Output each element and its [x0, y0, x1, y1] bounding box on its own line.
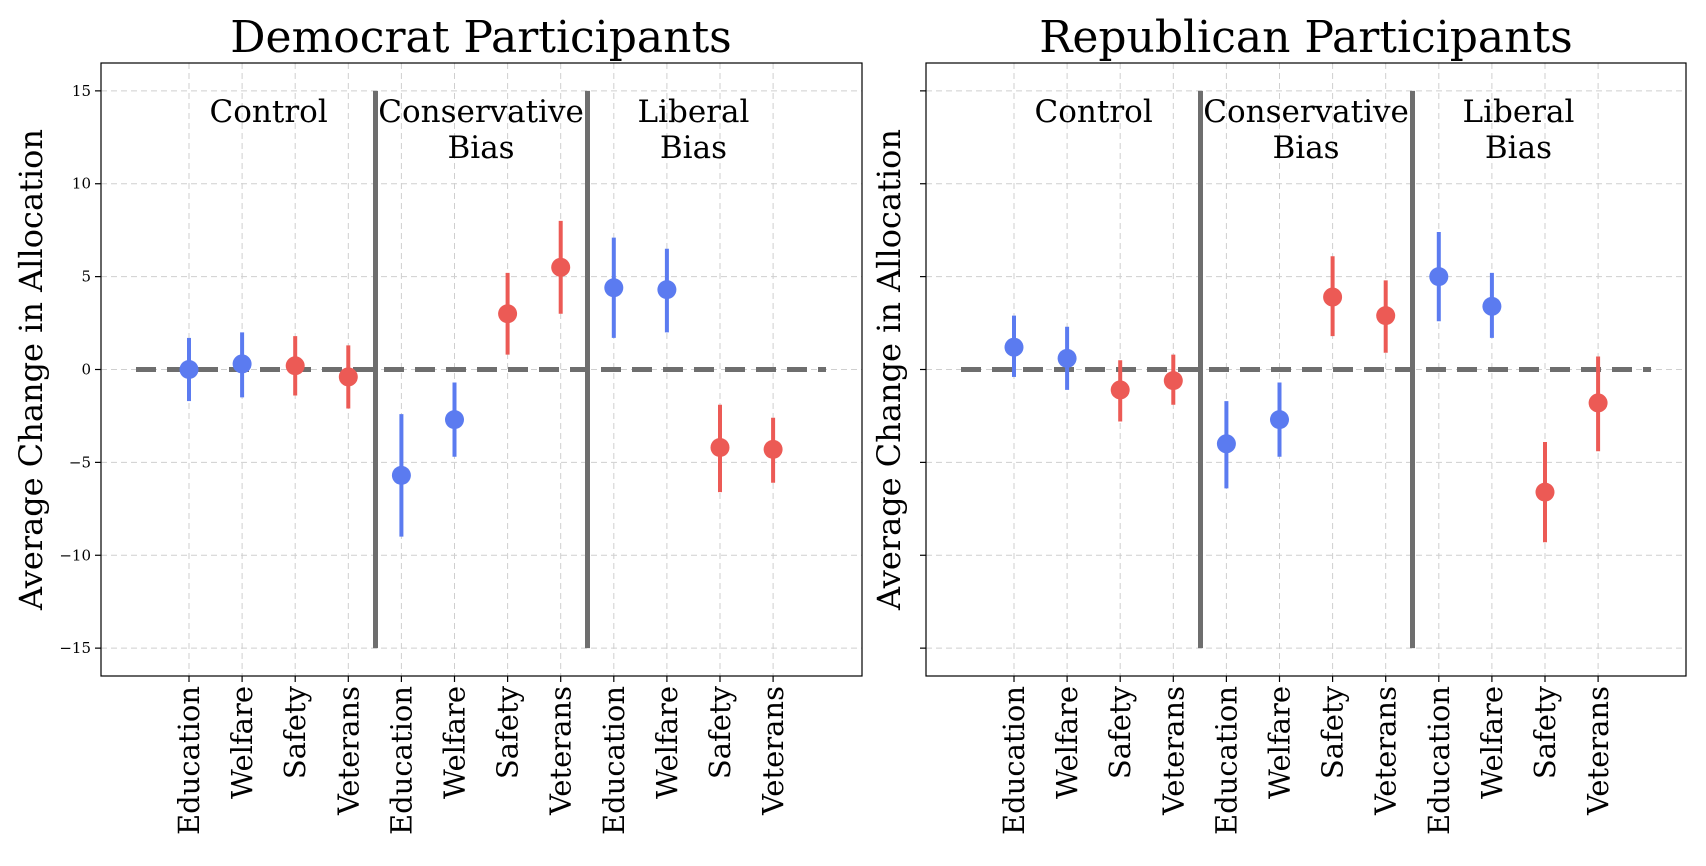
- y-tick-label: 15: [72, 82, 91, 100]
- x-tick-label: Welfare: [650, 686, 684, 799]
- x-tick-label: Welfare: [1050, 686, 1084, 799]
- data-point: [1323, 287, 1343, 307]
- data-point: [1429, 267, 1449, 287]
- data-point: [498, 304, 518, 324]
- data-point: [551, 257, 571, 277]
- data-point: [710, 438, 730, 458]
- y-tick-label: −15: [59, 639, 91, 657]
- group-label: Bias: [660, 130, 727, 166]
- x-tick-label: Safety: [703, 685, 737, 779]
- y-tick-label: −10: [59, 546, 91, 564]
- data-point: [1482, 296, 1502, 316]
- x-tick-label: Veterans: [1369, 686, 1403, 816]
- data-point: [1057, 348, 1077, 368]
- x-tick-label: Veterans: [1156, 686, 1190, 816]
- x-tick-label: Safety: [278, 685, 312, 779]
- group-label: Liberal: [1462, 94, 1574, 130]
- data-point: [1004, 337, 1024, 357]
- x-tick-label: Welfare: [1475, 686, 1509, 799]
- y-tick-label: 10: [72, 175, 91, 193]
- panel-democrat: −15 −10 −5 0 5 10 15 Education Welfare Safety Vete…: [12, 12, 863, 835]
- y-axis-label: Average Change in Allocation: [870, 129, 908, 611]
- data-point: [445, 410, 464, 430]
- group-label: Bias: [1485, 130, 1552, 166]
- x-tick-label: Veterans: [1581, 686, 1615, 816]
- x-tick-label: Veterans: [544, 686, 578, 816]
- group-label: Bias: [448, 130, 515, 166]
- y-tick-label: 0: [81, 361, 91, 379]
- data-point: [179, 360, 199, 379]
- data-point: [391, 465, 411, 485]
- group-label: Conservative: [378, 94, 584, 130]
- data-point: [1216, 434, 1236, 454]
- x-tick-label: Safety: [1528, 685, 1562, 779]
- x-tick-label: Education: [384, 686, 418, 835]
- chart-title: Republican Participants: [1039, 12, 1573, 63]
- data-point: [338, 367, 358, 387]
- x-tick-label: Education: [1422, 686, 1456, 835]
- x-tick-label: Welfare: [1263, 686, 1297, 799]
- x-tick-label: Welfare: [225, 686, 259, 799]
- data-point: [1588, 393, 1608, 413]
- y-axis-label: Average Change in Allocation: [12, 129, 50, 611]
- group-label: Bias: [1273, 130, 1340, 166]
- data-point: [1376, 306, 1396, 326]
- y-tick-label: 5: [81, 268, 91, 286]
- data-point: [657, 280, 677, 300]
- x-tick-label: Veterans: [756, 686, 790, 816]
- x-tick-label: Education: [1209, 686, 1243, 835]
- group-label: Conservative: [1203, 94, 1409, 130]
- x-tick-label: Safety: [1103, 685, 1137, 779]
- y-tick-label: −5: [69, 453, 91, 471]
- group-label: Liberal: [637, 94, 749, 130]
- panel-republican: Education Welfare Safety Veterans Education W…: [870, 12, 1687, 835]
- data-point: [1535, 482, 1555, 502]
- data-point: [1163, 371, 1183, 391]
- chart-title: Democrat Participants: [230, 12, 731, 63]
- data-point: [763, 439, 783, 459]
- x-tick-label: Veterans: [331, 686, 365, 816]
- data-point: [285, 356, 305, 376]
- x-tick-label: Education: [997, 686, 1031, 835]
- x-tick-label: Welfare: [438, 686, 472, 799]
- group-label: Control: [1035, 94, 1153, 130]
- data-point: [604, 278, 624, 298]
- x-tick-label: Safety: [1316, 685, 1350, 779]
- x-tick-label: Safety: [491, 685, 525, 779]
- x-tick-label: Education: [597, 686, 631, 835]
- data-point: [1270, 410, 1289, 430]
- data-point: [1110, 380, 1130, 400]
- x-tick-label: Education: [172, 686, 206, 835]
- data-point: [232, 354, 252, 374]
- group-label: Control: [210, 94, 328, 130]
